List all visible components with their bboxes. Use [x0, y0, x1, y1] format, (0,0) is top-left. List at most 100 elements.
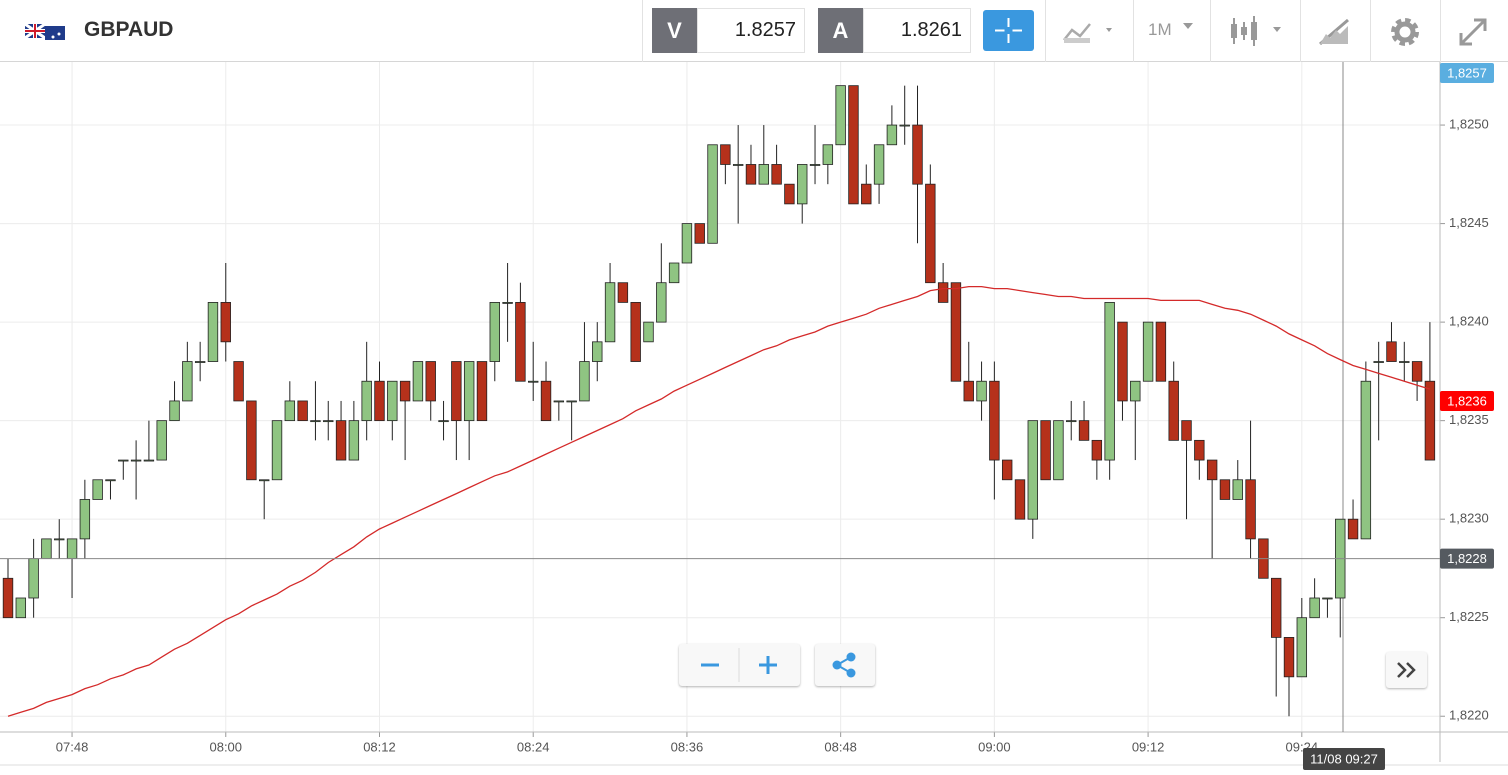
zoom-icons [701, 648, 777, 682]
candle-body [207, 302, 219, 362]
chart-type-button[interactable] [1060, 18, 1120, 46]
drawing-tools-button[interactable] [1316, 16, 1354, 48]
candle-body [284, 400, 296, 422]
candle-body [694, 223, 705, 244]
candle-body [771, 164, 782, 185]
candle-body [592, 341, 603, 362]
zoom-in[interactable] [759, 656, 777, 674]
candle-body [732, 164, 744, 166]
candle-body [1386, 341, 1397, 362]
candle-body [630, 302, 641, 362]
candle-body [92, 479, 103, 500]
candle-body [784, 183, 795, 205]
candle-body [348, 420, 360, 461]
separator [1045, 0, 1046, 62]
candle-body [899, 124, 910, 127]
price-marker [1440, 548, 1494, 569]
crosshair-time-label: 11/08 09:27 [1310, 751, 1378, 766]
candle-body [1219, 479, 1231, 500]
candle-body [1347, 518, 1359, 540]
candle-body [950, 282, 962, 382]
candle-body [861, 183, 872, 205]
candle-body [1027, 420, 1039, 520]
separator [1440, 0, 1441, 62]
crosshair-button[interactable] [983, 10, 1034, 51]
candle-body [1232, 479, 1243, 500]
candle-body [1194, 439, 1205, 461]
candle-body [28, 558, 39, 599]
candle-body [374, 380, 385, 422]
candle-body [1014, 479, 1026, 520]
share-button[interactable] [815, 644, 875, 686]
price-marker [1440, 63, 1494, 83]
candle-body [1053, 420, 1064, 481]
candle-body [258, 479, 270, 482]
candle-body [1168, 380, 1179, 441]
candle-body [540, 380, 552, 422]
zoom-controls [679, 644, 800, 686]
candle-body [169, 400, 180, 422]
candle-body [553, 400, 565, 403]
ask-button[interactable]: A [818, 8, 863, 53]
plot-area [0, 62, 1440, 732]
crosshair-icon [995, 18, 1022, 43]
candle-body [194, 361, 206, 363]
candle-body [1001, 459, 1013, 481]
candle-body [1091, 439, 1103, 461]
settings-button[interactable] [1388, 15, 1422, 49]
y-tick-label: 1,8245 [1449, 215, 1489, 230]
candle-body [335, 420, 347, 461]
candle-body [515, 302, 526, 382]
candle-body [1245, 479, 1256, 540]
candle-body [105, 479, 116, 482]
fullscreen-button[interactable] [1456, 15, 1490, 49]
price-marker-label: 1,8257 [1447, 65, 1487, 80]
price-marker-label: 1,8228 [1447, 551, 1487, 566]
separator [1133, 0, 1134, 62]
candle-body [1424, 380, 1436, 461]
candle-body [1309, 597, 1320, 619]
candle-body [579, 361, 590, 402]
candle-body [41, 538, 52, 559]
y-tick-label: 1,8220 [1449, 708, 1489, 723]
candle-body [387, 380, 398, 422]
candle-body [963, 380, 974, 402]
bid-button[interactable]: V [652, 8, 697, 53]
symbol: GBPAUD [84, 18, 174, 41]
candle-body [873, 144, 885, 185]
candle-body [15, 597, 27, 619]
candle-body [1360, 380, 1372, 540]
candle-body [2, 577, 14, 619]
candle-body [797, 164, 808, 205]
candle-body [758, 164, 769, 185]
candle-body [1296, 617, 1308, 678]
candle-body [681, 223, 693, 264]
candle-body [502, 302, 513, 304]
separator [642, 0, 643, 62]
candle-type-button[interactable] [1226, 14, 1288, 48]
candle-body [118, 459, 129, 462]
x-tick-label: 08:12 [363, 739, 396, 754]
x-tick-label: 09:12 [1132, 739, 1165, 754]
candle-body [822, 144, 834, 165]
bid-price[interactable]: 1.8257 [697, 8, 805, 53]
candle-body [54, 538, 65, 541]
candle-body [130, 459, 142, 462]
candle-body [566, 400, 577, 403]
separator [1370, 0, 1371, 62]
candle-body [143, 459, 155, 462]
candle-body [848, 85, 859, 205]
candle-body [1078, 420, 1090, 441]
timeframe-button[interactable]: 1M [1148, 20, 1172, 39]
candle-body [1040, 420, 1051, 481]
ask-price[interactable]: 1.8261 [863, 8, 971, 53]
candle-body [297, 400, 308, 422]
y-tick-label: 1,8225 [1449, 609, 1489, 624]
candle-body [271, 420, 283, 481]
candle-body [361, 380, 372, 422]
scroll-to-end-button[interactable] [1386, 652, 1427, 688]
candle-body [412, 361, 424, 402]
share-icon [832, 652, 856, 678]
candle-body [668, 262, 680, 284]
